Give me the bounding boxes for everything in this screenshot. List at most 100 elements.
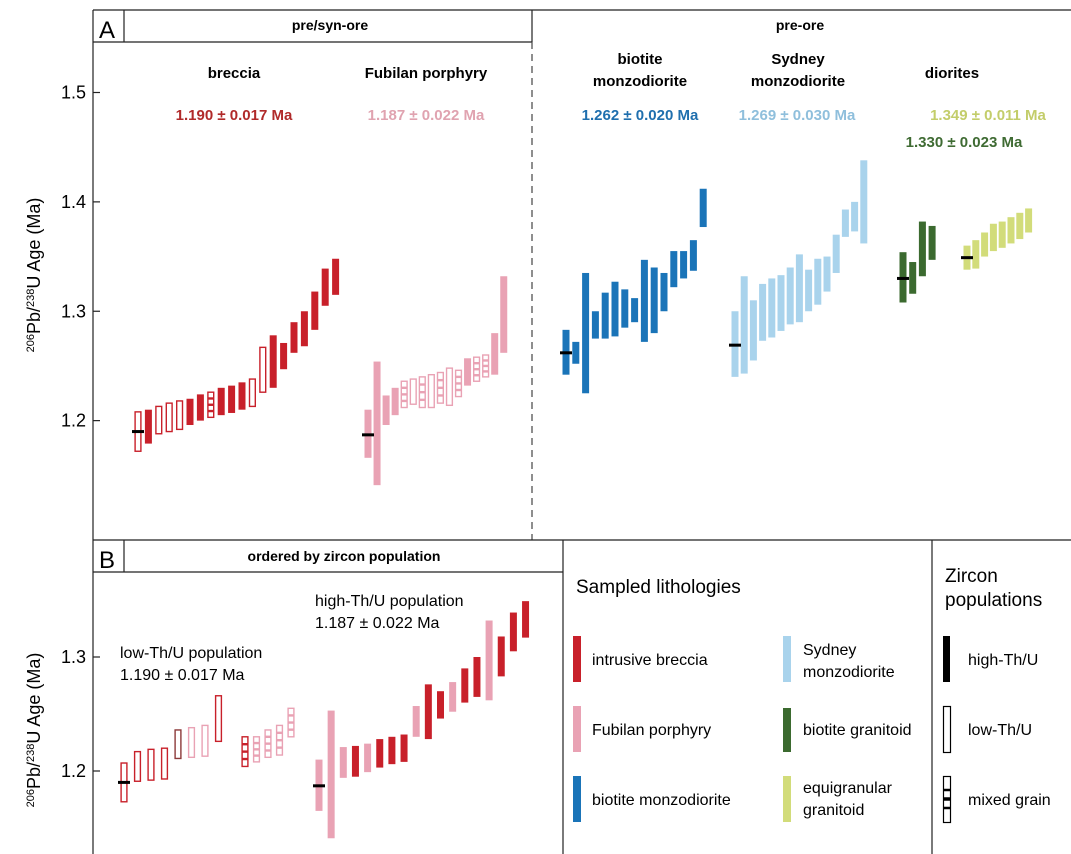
error-bar xyxy=(400,380,408,409)
error-bar xyxy=(412,706,420,737)
error-bar xyxy=(832,234,840,273)
header-pre-ore: pre-ore xyxy=(776,17,824,33)
zircon-label-mixed-grain: mixed grain xyxy=(968,792,1051,809)
error-bar xyxy=(144,409,152,444)
error-bar xyxy=(650,267,658,334)
y-tick-label: 1.5 xyxy=(61,83,86,103)
legend-label-sydney-l1: Sydney xyxy=(803,642,856,659)
group-name-biotite-monzodiorite-l1: biotite xyxy=(618,51,663,68)
error-bar xyxy=(601,292,609,339)
panel-b-label: B xyxy=(99,547,115,574)
error-bar xyxy=(1007,217,1015,244)
error-bar xyxy=(497,636,505,677)
high-thu-label: high-Th/U population xyxy=(315,593,464,610)
error-bar xyxy=(972,240,980,269)
zircon-swatch-high-thu xyxy=(943,636,950,682)
error-bar xyxy=(473,356,481,382)
error-bar xyxy=(259,346,267,393)
y-tick-label: 1.3 xyxy=(61,301,86,321)
header-pre-syn-ore: pre/syn-ore xyxy=(292,17,368,33)
error-bar xyxy=(473,657,481,697)
error-bar xyxy=(147,748,155,781)
age-fubilan: 1.187 ± 0.022 Ma xyxy=(368,107,485,124)
error-bar xyxy=(207,391,215,419)
error-bar xyxy=(424,684,432,740)
error-bar xyxy=(851,201,859,232)
error-bar xyxy=(909,262,917,294)
error-bar xyxy=(740,276,748,374)
error-bar xyxy=(238,382,246,410)
error-bar xyxy=(187,726,196,759)
error-bar xyxy=(339,747,347,778)
weighted-mean-marker xyxy=(729,343,741,347)
panel-b-y-ticks: 1.2 1.3 xyxy=(61,647,100,781)
error-bar xyxy=(981,232,989,257)
error-bar xyxy=(388,736,396,765)
error-bar xyxy=(631,298,639,323)
error-bar xyxy=(186,398,194,425)
zircon-label-high-thu: high-Th/U xyxy=(968,652,1038,669)
group-name-sydney-l1: Sydney xyxy=(771,51,825,68)
error-bar xyxy=(321,268,329,306)
error-bar xyxy=(928,225,936,260)
error-bar xyxy=(509,612,517,652)
y-tick-label: 1.4 xyxy=(61,192,86,212)
legend-label-biotite-granitoid: biotite granitoid xyxy=(803,722,912,739)
weighted-mean-marker xyxy=(961,256,973,260)
error-bar xyxy=(287,707,295,738)
error-bar xyxy=(400,734,408,762)
legend-label-fubilan-porphyry: Fubilan porphyry xyxy=(592,722,711,739)
error-bar xyxy=(155,405,163,435)
error-bar xyxy=(786,267,794,325)
series-equigranular-granitoid xyxy=(961,208,1033,270)
legend-label-equigranular-l1: equigranular xyxy=(803,780,893,797)
error-bar xyxy=(275,724,284,756)
legend-swatch-equigranular-granitoid xyxy=(783,776,791,822)
error-bar xyxy=(670,251,678,288)
group-name-diorites: diorites xyxy=(925,65,979,82)
panel-b-y-axis-title: 206Pb/238U Age (Ma) xyxy=(24,653,44,808)
legend-label-equigranular-l2: granitoid xyxy=(803,802,864,819)
error-bar xyxy=(749,300,757,361)
error-bar xyxy=(201,724,209,757)
series-low-thu-population xyxy=(118,695,295,803)
error-bar xyxy=(409,378,417,405)
error-bar xyxy=(364,743,372,773)
error-bar xyxy=(311,291,319,330)
error-bar xyxy=(449,682,457,712)
error-bar xyxy=(689,240,697,271)
error-bar xyxy=(280,342,288,370)
error-bar xyxy=(918,221,926,277)
error-bar xyxy=(382,395,390,425)
error-bar xyxy=(133,750,142,782)
error-bar xyxy=(640,259,648,342)
panel-b-error-bars xyxy=(118,601,530,839)
error-bar xyxy=(522,601,530,638)
weighted-mean-marker xyxy=(897,276,909,280)
error-bar xyxy=(621,289,629,328)
error-bar xyxy=(418,376,426,409)
zircon-label-low-thu: low-Th/U xyxy=(968,722,1032,739)
error-bar xyxy=(300,311,308,347)
panel-a-label: A xyxy=(99,17,115,44)
panel-b-frame xyxy=(92,539,1071,854)
error-bar xyxy=(217,387,225,416)
error-bar xyxy=(373,361,381,486)
legend-swatch-sydney-monzodiorite xyxy=(783,636,791,682)
series-sydney-monzodiorite xyxy=(729,160,868,377)
weighted-mean-marker xyxy=(118,780,130,784)
panel-b-header: ordered by zircon population xyxy=(248,548,441,564)
error-bar xyxy=(591,311,599,339)
error-bar xyxy=(437,691,444,719)
group-name-breccia: breccia xyxy=(208,65,261,82)
legend-swatch-intrusive-breccia xyxy=(573,636,581,682)
error-bar xyxy=(1025,208,1033,233)
error-bar xyxy=(454,369,463,398)
error-bar xyxy=(445,367,454,407)
error-bar xyxy=(248,378,257,408)
panel-a-error-bars xyxy=(132,160,1033,486)
zircon-swatch-low-thu xyxy=(942,705,952,754)
error-bar xyxy=(841,209,849,237)
series-biotite-monzodiorite xyxy=(560,188,707,394)
